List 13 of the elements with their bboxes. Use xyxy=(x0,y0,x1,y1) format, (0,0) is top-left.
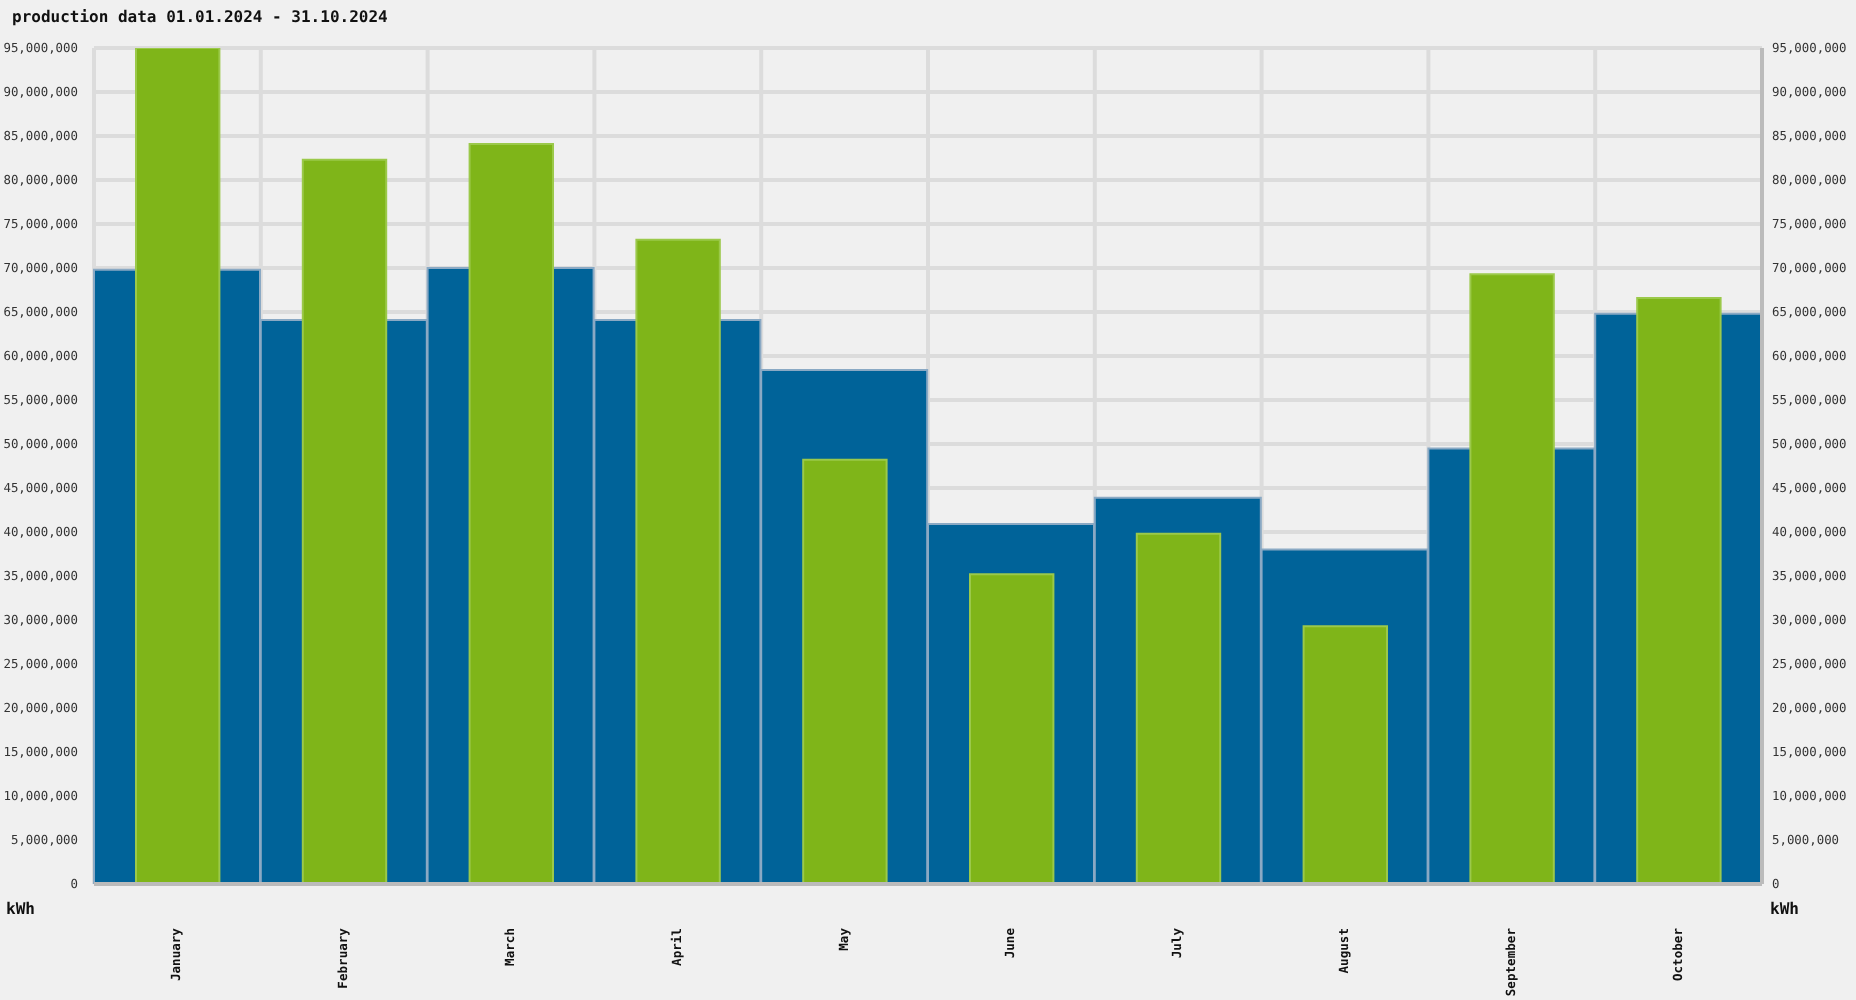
bar xyxy=(1636,296,1722,884)
bar xyxy=(1469,273,1555,884)
y-axis-title: kWh xyxy=(6,900,35,918)
y2-axis-title: kWh xyxy=(1770,900,1799,918)
chart-title: production data 01.01.2024 - 31.10.2024 xyxy=(12,8,388,26)
bar xyxy=(301,158,388,884)
bar xyxy=(1302,625,1388,884)
bar xyxy=(1135,532,1222,884)
bar xyxy=(468,142,554,884)
bar xyxy=(969,573,1055,884)
bar xyxy=(635,238,721,884)
bar xyxy=(135,48,221,884)
bar xyxy=(802,458,888,884)
